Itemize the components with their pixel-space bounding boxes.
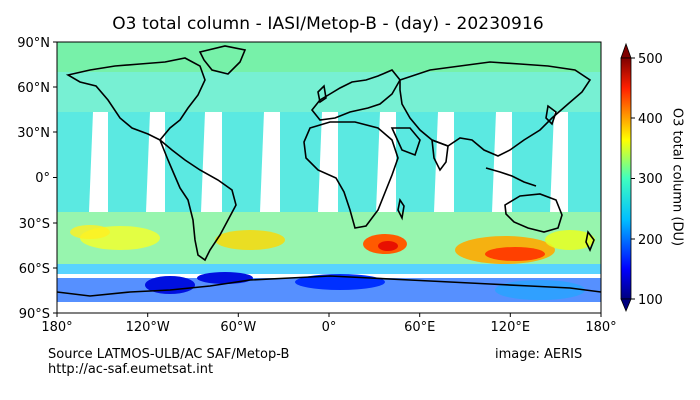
colorbar-tick-100: 100 bbox=[638, 293, 663, 308]
coastlines bbox=[57, 45, 601, 297]
map-panel: 90°N 60°N 30°N 0° 30°S 60°S 90°S 180° 12… bbox=[17, 36, 616, 335]
colorbar-tick-400: 400 bbox=[638, 112, 663, 127]
source-url: http://ac-saf.eumetsat.int bbox=[48, 362, 214, 377]
lon-label-0: 0° bbox=[322, 320, 337, 335]
lat-label-0: 0° bbox=[35, 171, 50, 186]
image-credit: image: AERIS bbox=[495, 347, 583, 362]
lat-label-60n: 60°N bbox=[17, 81, 50, 96]
colorbar-max-arrow bbox=[620, 42, 632, 59]
lat-tick-marks bbox=[53, 41, 57, 314]
antarctic-low-ozone bbox=[57, 272, 601, 313]
colorbar-tick-200: 200 bbox=[638, 233, 663, 248]
lon-tick-marks bbox=[56, 313, 602, 317]
map-title: O3 total column - IASI/Metop-B - (day) -… bbox=[112, 14, 544, 34]
colorbar-min-arrow bbox=[620, 298, 632, 313]
colorbar-tick-500: 500 bbox=[638, 52, 663, 67]
lat-label-30s: 30°S bbox=[19, 217, 50, 232]
ozone-data-field bbox=[57, 42, 601, 313]
lon-label-180w: 180° bbox=[41, 320, 72, 335]
colorbar-gradient bbox=[620, 57, 632, 300]
lon-label-60w: 60°W bbox=[220, 320, 256, 335]
lon-label-120e: 120°E bbox=[491, 320, 531, 335]
lat-label-90n: 90°N bbox=[17, 36, 50, 51]
high-ozone-patches bbox=[70, 225, 595, 264]
source-line: Source LATMOS-ULB/AC SAF/Metop-B bbox=[48, 347, 290, 362]
source-credit: Source LATMOS-ULB/AC SAF/Metop-B http://… bbox=[48, 347, 289, 377]
colorbar-label: O3 total column (DU) bbox=[669, 107, 685, 247]
lon-label-120w: 120°W bbox=[126, 320, 170, 335]
lon-label-60e: 60°E bbox=[404, 320, 435, 335]
colorbar-tick-300: 300 bbox=[638, 172, 663, 187]
lon-label-180e: 180° bbox=[585, 320, 616, 335]
colorbar: 500 400 300 200 100 bbox=[620, 42, 663, 313]
lat-label-60s: 60°S bbox=[19, 262, 50, 277]
lat-label-30n: 30°N bbox=[17, 126, 50, 141]
orbit-gaps bbox=[89, 112, 568, 212]
lat-label-90s: 90°S bbox=[19, 307, 50, 322]
